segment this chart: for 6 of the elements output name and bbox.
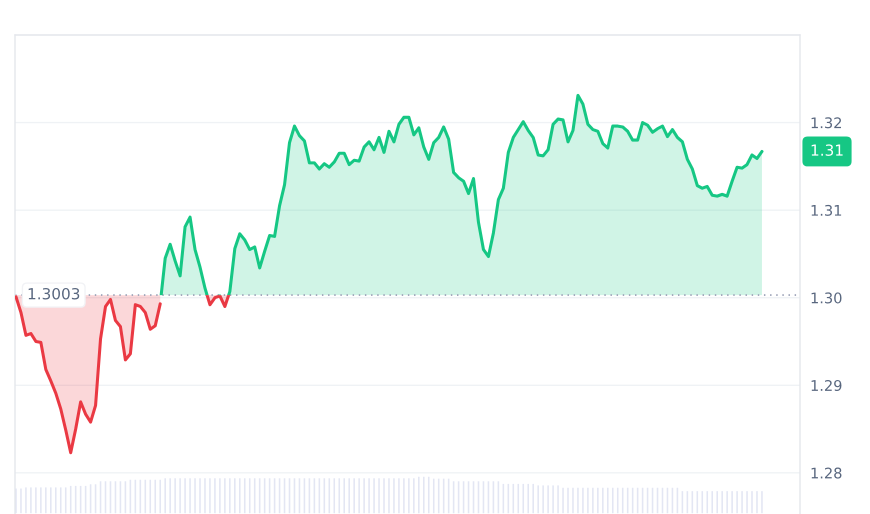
y-tick-label: 1.30 xyxy=(812,292,842,304)
y-tick-label: 1.32 xyxy=(812,117,842,128)
y-tick-label: 1.31 xyxy=(812,204,842,216)
ref-line-label: 1.3003 xyxy=(28,288,80,300)
y-tick-label: 1.29 xyxy=(812,380,842,392)
y-tick-label: 1.28 xyxy=(812,468,842,479)
